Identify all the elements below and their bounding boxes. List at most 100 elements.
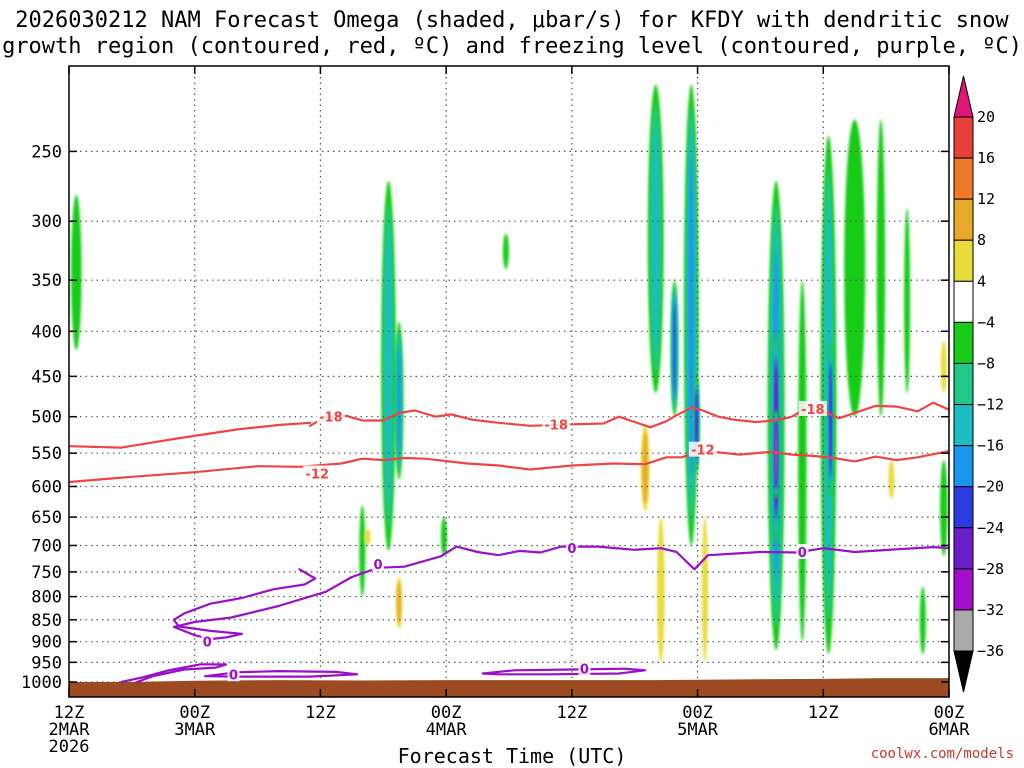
omega-cell-14-0: [701, 517, 708, 663]
colorbar-label-10: −24: [977, 519, 1004, 537]
y-tick-label-1000: 1000: [21, 673, 62, 693]
y-tick-label-650: 650: [31, 508, 62, 528]
contour-label-5-0: 0: [229, 668, 238, 683]
omega-cell-27-0: [940, 460, 948, 557]
colorbar-bin-6: [953, 362, 974, 406]
colorbar-label-12: −32: [977, 601, 1004, 619]
colorbar-bin-7: [953, 404, 974, 447]
colorbar-label-11: −28: [977, 560, 1004, 578]
y-tick-label-700: 700: [31, 536, 62, 556]
contour-label-4-0: 0: [203, 636, 212, 651]
colorbar-bin-8: [953, 445, 974, 488]
omega-shading: [71, 84, 948, 663]
omega-cell-1-2: [385, 227, 392, 505]
omega-cell-7-0: [502, 233, 509, 270]
colorbar-label-1: 16: [977, 149, 995, 167]
y-tick-label-550: 550: [31, 444, 62, 464]
freezing-contour-6: [481, 667, 647, 676]
contour-label-bg-3-1: [565, 540, 578, 556]
contour-label-6-0: 0: [580, 663, 589, 678]
contour-label-1-1: -12: [691, 444, 715, 459]
contour-label-bg-1-1: [688, 441, 717, 457]
colorbar-bin-2: [953, 198, 974, 241]
contour-label-bg-3-0: [372, 556, 385, 572]
freezing-contour-3: [172, 545, 949, 641]
colorbar-bin-3: [953, 239, 974, 282]
freezing-contour-4: [120, 663, 228, 684]
grid-lines: [69, 66, 949, 697]
x-tick-label-24-0: 12Z: [305, 703, 336, 723]
colorbar-label-4: 4: [977, 272, 986, 290]
ground-surface: [69, 678, 949, 697]
x-tick-label-12-0: 00Z: [179, 703, 210, 723]
contour-lines: -18 -18 -18 -12 -12 0 0 0 0 0 0: [69, 400, 949, 684]
y-tick-label-400: 400: [31, 322, 62, 342]
x-tick-label-72-0: 12Z: [808, 703, 839, 723]
colorbar-label-7: −12: [977, 396, 1004, 414]
omega-cell-22-0: [876, 119, 886, 417]
ground-terrain: [69, 678, 949, 697]
omega-cell-12-1: [642, 431, 648, 504]
colorbar-label-8: −16: [977, 437, 1004, 455]
contour-label-bg-0-1: [542, 416, 571, 432]
colorbar-bin-0: [953, 116, 974, 159]
y-tick-label-300: 300: [31, 212, 62, 232]
omega-cell-9-4: [673, 302, 676, 395]
omega-cell-6-0: [441, 517, 447, 557]
omega-cell-18-0: [798, 280, 807, 642]
freezing-contour-5: [204, 670, 359, 678]
plot-frame: [68, 65, 950, 698]
contour-label-bg-0-2: [798, 400, 827, 416]
y-tick-label-250: 250: [31, 142, 62, 162]
x-tick-label-84-0: 00Z: [934, 703, 965, 723]
x-tick-label-0-1: 2MAR: [49, 720, 91, 740]
colorbar-label-5: −4: [977, 313, 995, 331]
y-tick-label-350: 350: [31, 271, 62, 291]
contour-label-0-0: -18: [319, 411, 343, 426]
colorbar-label-2: 12: [977, 190, 995, 208]
colorbar-label-13: −36: [977, 642, 1004, 660]
omega-cell-2-3: [397, 344, 401, 457]
colorbar-label-0: 20: [977, 108, 995, 126]
colorbar-bin-12: [953, 609, 974, 652]
colorbar-bin-1: [953, 157, 974, 200]
dgz-contour-1: [69, 450, 949, 484]
y-tick-label-750: 750: [31, 563, 62, 583]
y-tick-label-950: 950: [31, 653, 62, 673]
contour-label-0-2: -18: [801, 403, 825, 418]
chart-title-line-1: 2026030212 NAM Forecast Omega (shaded, μ…: [15, 8, 1009, 33]
omega-cell-17-7: [775, 425, 777, 483]
colorbar-label-6: −8: [977, 354, 995, 372]
omega-cell-10-3: [688, 152, 694, 478]
colorbar-bin-11: [953, 568, 974, 611]
contour-label-bg-6-0: [578, 660, 591, 676]
omega-cell-0-0: [71, 194, 82, 350]
x-tick-label-48-0: 12Z: [556, 703, 587, 723]
omega-cell-25-0: [888, 460, 895, 499]
omega-cell-5-1: [397, 581, 401, 625]
x-tick-label-60-1: 5MAR: [677, 720, 719, 740]
y-tick-label-500: 500: [31, 408, 62, 428]
omega-cell-8-2: [652, 123, 660, 355]
omega-cell-13-0: [657, 517, 665, 663]
x-axis-label: Forecast Time (UTC): [397, 744, 627, 768]
contour-label-bg-5-0: [227, 666, 240, 682]
y-tick-label-900: 900: [31, 633, 62, 653]
colorbar-bin-5: [953, 321, 974, 364]
contour-label-3-1: 0: [567, 542, 576, 557]
y-tick-label-800: 800: [31, 588, 62, 608]
contour-label-3-2: 0: [798, 546, 807, 561]
y-tick-label-450: 450: [31, 367, 62, 387]
chart-title-line-2: growth region (contoured, red, ºC) and f…: [2, 34, 1022, 59]
omega-cell-23-0: [904, 208, 911, 393]
watermark: coolwx.com/models: [870, 746, 1014, 762]
x-tick-label-36-1: 4MAR: [426, 720, 468, 740]
colorbar-label-9: −20: [977, 478, 1004, 496]
x-tick-label-36-0: 00Z: [431, 703, 462, 723]
contour-label-bg-4-0: [201, 633, 214, 649]
dgz-contour-0: [308, 401, 949, 429]
contour-label-bg-0-0: [316, 408, 345, 424]
omega-colorbar: 20 16 12 8 4 −4 −8 −12 −16 −20 −24 −28 −32 −36: [953, 75, 1004, 693]
x-tick-label-0-2: 2026: [49, 737, 90, 757]
omega-cell-21-0: [844, 119, 866, 417]
